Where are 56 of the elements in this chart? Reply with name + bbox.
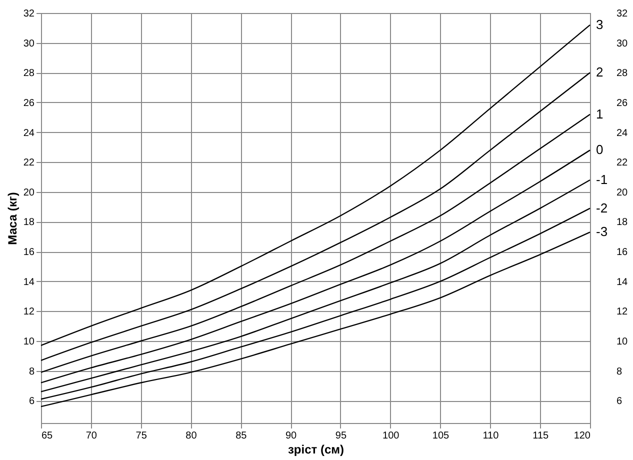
y2-tick-label: 32 (616, 8, 628, 20)
y-tick-label: 12 (23, 306, 35, 318)
series-label: 2 (596, 64, 604, 80)
x-tick-label: 110 (482, 430, 500, 442)
y-tick-label: 28 (23, 68, 35, 80)
x-tick-label: 80 (186, 430, 198, 442)
x-tick-label: 90 (285, 430, 298, 442)
line-series (40, 208, 591, 400)
x-tick-label: 70 (86, 430, 98, 442)
y2-tick-label: 28 (616, 68, 628, 80)
line-series (40, 72, 591, 361)
y2-tick-label: 22 (616, 158, 628, 169)
series-label: -1 (596, 172, 608, 187)
y2-tick-label: 10 (616, 336, 628, 348)
y2-tick-label: 30 (616, 38, 628, 50)
series-label: 3 (596, 16, 604, 32)
line-series (40, 24, 591, 346)
series-label: 1 (596, 106, 604, 122)
y-tick-label: 18 (23, 217, 35, 228)
x-tick-label: 120 (574, 430, 591, 442)
y2-tick-label: 24 (616, 128, 628, 139)
x-tick-label: 65 (42, 430, 54, 442)
y-tick-label: 16 (23, 247, 35, 258)
y2-tick-label: 12 (616, 306, 628, 318)
series-label: 0 (596, 142, 604, 158)
y-tick-label: 22 (23, 158, 35, 169)
x-tick-label: 95 (335, 430, 347, 442)
y-tick-label: 6 (28, 396, 35, 408)
y-tick-label: 30 (23, 38, 35, 50)
x-axis-title: зріст (см) (288, 442, 344, 456)
y2-tick-label: 20 (616, 187, 628, 198)
y-tick-label: 10 (23, 336, 35, 348)
y2-tick-label: 14 (616, 276, 628, 288)
line-series (40, 150, 591, 384)
x-tick-label: 115 (532, 430, 549, 442)
line-series (40, 179, 591, 392)
y2-tick-label: 8 (616, 366, 622, 378)
y-tick-label: 20 (23, 187, 35, 198)
y-axis-title: Маса (кг) (5, 192, 20, 245)
line-series (40, 114, 591, 373)
x-tick-label: 85 (236, 430, 248, 442)
series-label: -3 (596, 224, 608, 240)
x-tick-label: 105 (432, 430, 450, 442)
y2-tick-label: 16 (616, 247, 628, 258)
x-tick-label: 100 (382, 430, 400, 442)
y2-tick-label: 18 (616, 217, 628, 228)
y2-tick-label: 6 (616, 396, 622, 408)
line-series (40, 232, 591, 408)
y-tick-label: 26 (23, 98, 35, 109)
y-tick-label: 32 (23, 8, 35, 20)
y2-tick-label: 26 (616, 98, 628, 109)
series-label: -2 (596, 200, 608, 216)
y-tick-label: 8 (28, 366, 35, 378)
y-tick-label: 14 (23, 276, 35, 288)
x-tick-label: 75 (136, 430, 148, 442)
y-tick-label: 24 (23, 128, 35, 139)
